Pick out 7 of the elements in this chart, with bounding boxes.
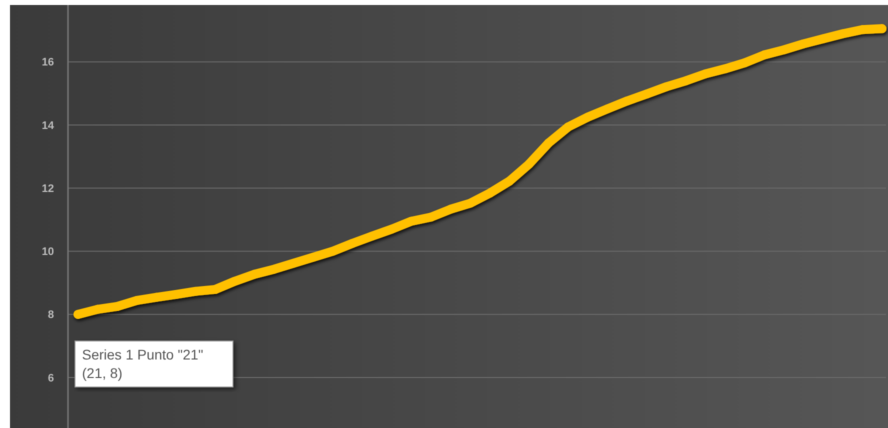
y-tick-label: 12 xyxy=(42,182,54,195)
y-tick-label: 6 xyxy=(48,372,54,384)
y-tick-label: 14 xyxy=(42,120,55,132)
y-tick-label: 16 xyxy=(42,56,54,69)
y-tick-label: 8 xyxy=(48,309,54,322)
y-tick-label: 10 xyxy=(42,246,54,258)
annotation: Series 1 Punto "21" (21, 8) xyxy=(82,346,204,381)
